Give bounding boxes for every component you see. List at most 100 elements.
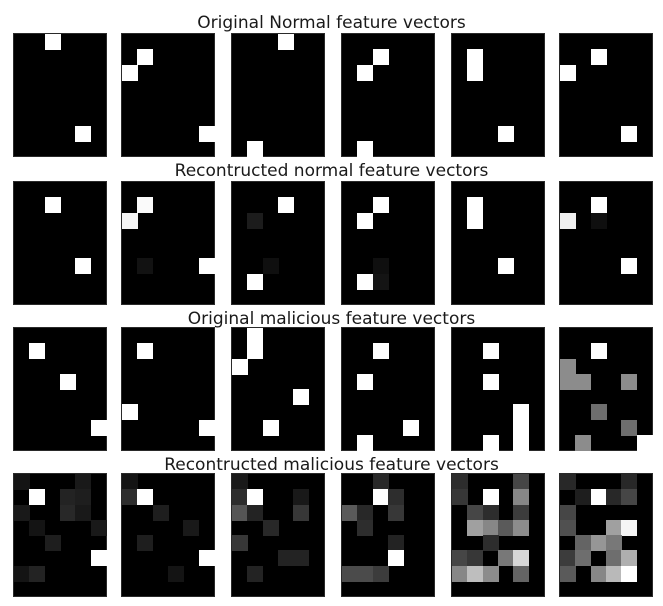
heatmap-cell — [247, 212, 264, 229]
heatmap-cell — [590, 565, 607, 582]
heatmap-cell — [293, 489, 310, 506]
heatmap-cell — [621, 474, 638, 490]
heatmap-panel-reconstructed-malicious-4 — [341, 473, 435, 597]
heatmap-cell — [232, 535, 248, 551]
heatmap-cell — [247, 328, 264, 344]
heatmap-cell — [372, 474, 389, 490]
heatmap-panel-reconstructed-normal-4 — [341, 181, 435, 305]
row-title-reconstructed-malicious: Recontructed malicious feature vectors — [164, 455, 499, 475]
heatmap-cell — [342, 504, 358, 521]
heatmap-cell — [498, 519, 514, 536]
heatmap-cell — [357, 64, 374, 81]
heatmap-cell — [137, 535, 154, 551]
heatmap-cell — [482, 565, 499, 582]
heatmap-cell — [75, 489, 92, 506]
heatmap-cell — [388, 550, 404, 567]
heatmap-panel-reconstructed-malicious-2 — [121, 473, 215, 597]
row-title-reconstructed-normal: Recontructed normal feature vectors — [174, 161, 489, 181]
heatmap-cell — [137, 258, 154, 275]
heatmap-panel-original-normal-2 — [121, 33, 215, 157]
heatmap-cell — [357, 212, 374, 229]
heatmap-cell — [467, 565, 484, 582]
heatmap-cell — [293, 550, 310, 567]
heatmap-cell — [590, 49, 607, 66]
heatmap-panel-original-malicious-1 — [13, 327, 107, 451]
heatmap-cell — [467, 212, 484, 229]
heatmap-cell — [90, 419, 107, 436]
heatmap-cell — [152, 504, 169, 521]
heatmap-cell — [247, 140, 264, 157]
heatmap-cell — [29, 343, 46, 360]
row-title-original-malicious: Original malicious feature vectors — [187, 309, 476, 329]
heatmap-cell — [482, 535, 499, 551]
heatmap-cell — [90, 550, 107, 567]
heatmap-cell — [372, 565, 389, 582]
heatmap-panel-reconstructed-normal-2 — [121, 181, 215, 305]
heatmap-cell — [44, 535, 61, 551]
heatmap-cell — [75, 504, 92, 521]
heatmap-cell — [198, 550, 215, 567]
heatmap-cell — [137, 489, 154, 506]
heatmap-cell — [621, 419, 638, 436]
heatmap-cell — [513, 419, 530, 436]
heatmap-cell — [513, 519, 530, 536]
heatmap-panel-original-normal-3 — [231, 33, 325, 157]
heatmap-cell — [183, 519, 200, 536]
row-title-original-normal: Original Normal feature vectors — [197, 13, 466, 33]
heatmap-cell — [232, 358, 248, 375]
heatmap-cell — [122, 489, 138, 506]
heatmap-cell — [590, 197, 607, 214]
heatmap-cell — [636, 434, 653, 451]
heatmap-cell — [60, 373, 76, 390]
heatmap-cell — [452, 489, 468, 506]
heatmap-panel-original-malicious-6 — [559, 327, 653, 451]
heatmap-cell — [232, 474, 248, 490]
heatmap-cell — [513, 404, 530, 421]
heatmap-cell — [560, 519, 576, 536]
heatmap-cell — [482, 434, 499, 451]
heatmap-cell — [606, 550, 622, 567]
heatmap-cell — [590, 535, 607, 551]
heatmap-cell — [621, 565, 638, 582]
heatmap-cell — [293, 504, 310, 521]
heatmap-cell — [560, 373, 576, 390]
heatmap-cell — [122, 404, 138, 421]
heatmap-panel-original-normal-4 — [341, 33, 435, 157]
heatmap-cell — [388, 535, 404, 551]
heatmap-cell — [60, 504, 76, 521]
heatmap-cell — [122, 474, 138, 490]
heatmap-cell — [482, 519, 499, 536]
heatmap-cell — [467, 64, 484, 81]
heatmap-cell — [357, 373, 374, 390]
heatmap-cell — [44, 34, 61, 50]
heatmap-panel-reconstructed-malicious-1 — [13, 473, 107, 597]
heatmap-cell — [137, 49, 154, 66]
heatmap-cell — [262, 519, 279, 536]
heatmap-cell — [198, 258, 215, 275]
heatmap-cell — [621, 489, 638, 506]
heatmap-panel-reconstructed-malicious-5 — [451, 473, 545, 597]
heatmap-cell — [606, 489, 622, 506]
heatmap-cell — [513, 550, 530, 567]
heatmap-cell — [452, 565, 468, 582]
heatmap-cell — [14, 504, 30, 521]
heatmap-cell — [357, 273, 374, 290]
heatmap-cell — [498, 125, 514, 142]
heatmap-cell — [262, 419, 279, 436]
heatmap-cell — [247, 504, 264, 521]
heatmap-cell — [247, 343, 264, 360]
heatmap-cell — [560, 504, 576, 521]
heatmap-cell — [560, 565, 576, 582]
heatmap-cell — [137, 343, 154, 360]
heatmap-cell — [621, 258, 638, 275]
heatmap-cell — [452, 474, 468, 490]
heatmap-cell — [498, 258, 514, 275]
heatmap-cell — [575, 535, 592, 551]
heatmap-cell — [357, 504, 374, 521]
heatmap-cell — [122, 212, 138, 229]
heatmap-cell — [357, 140, 374, 157]
heatmap-panel-reconstructed-normal-3 — [231, 181, 325, 305]
heatmap-cell — [14, 474, 30, 490]
heatmap-cell — [278, 34, 294, 50]
heatmap-cell — [560, 64, 576, 81]
